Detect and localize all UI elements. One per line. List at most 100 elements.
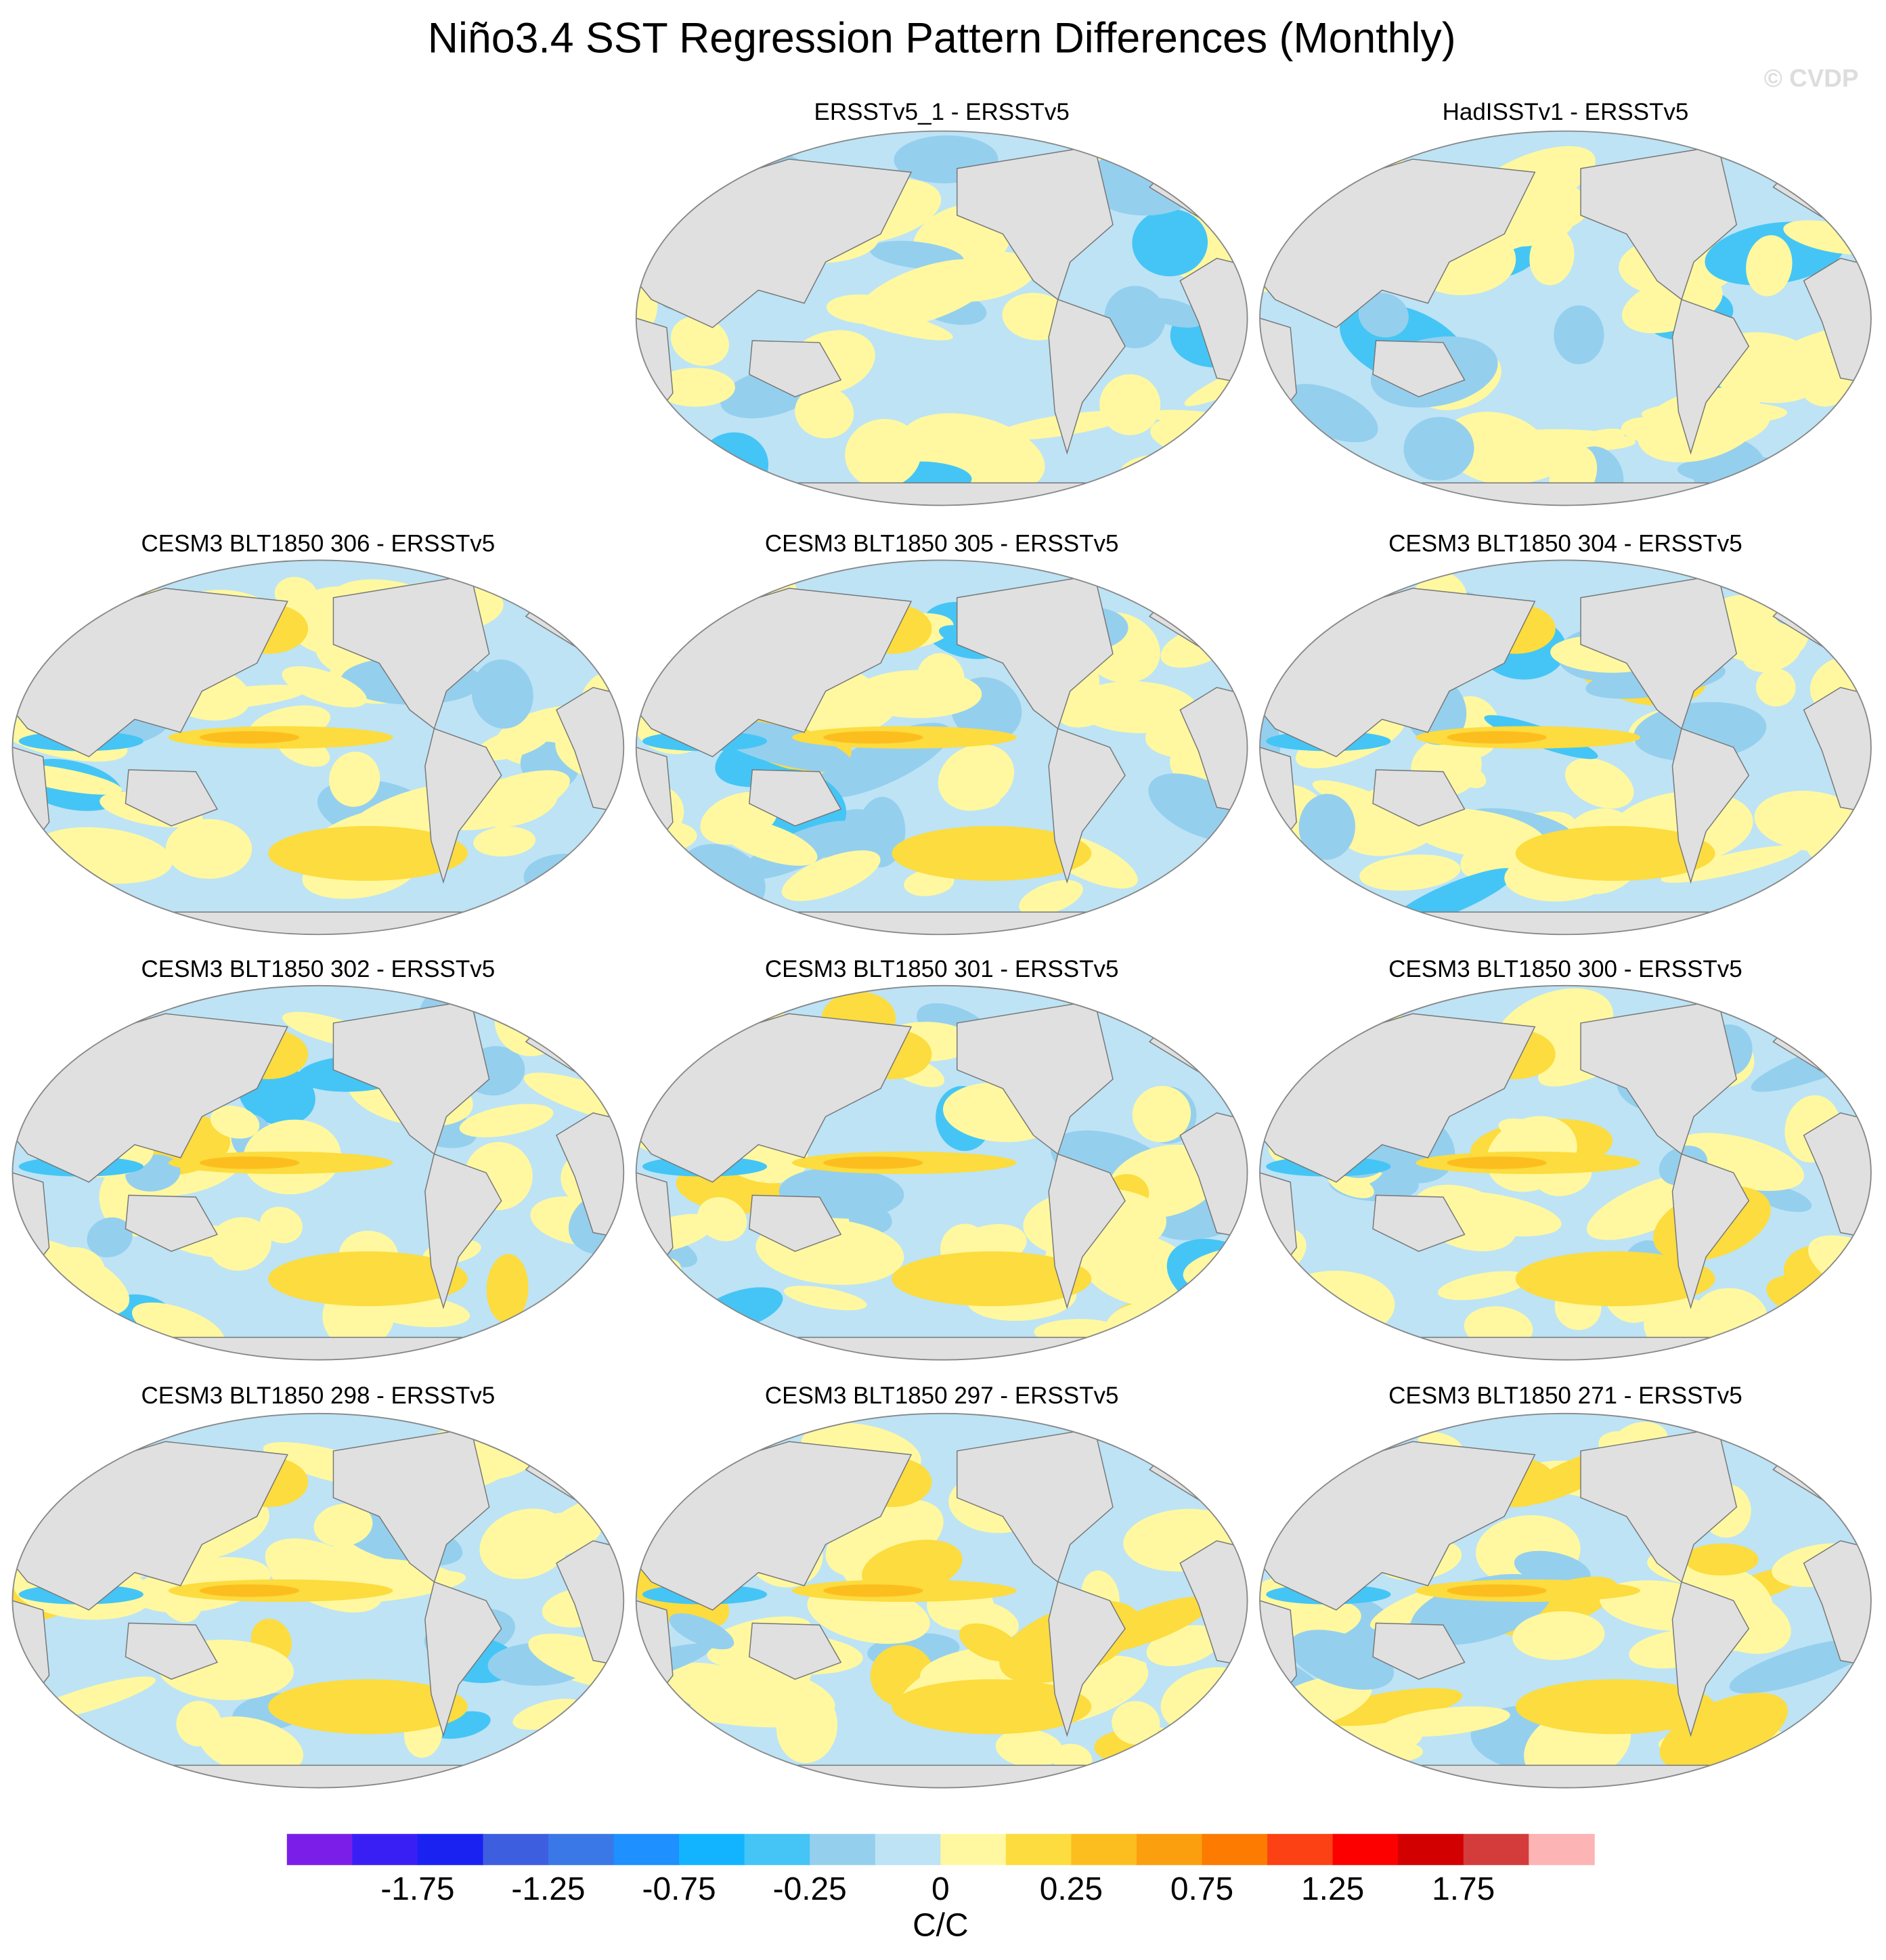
land: [636, 1172, 674, 1277]
anomaly: [313, 1503, 373, 1547]
anomaly: [199, 1156, 300, 1169]
land: [1048, 299, 1126, 455]
panel-title: CESM3 BLT1850 304 - ERSSTv5: [1388, 531, 1742, 557]
colorbar-box: [810, 1833, 876, 1865]
anomaly: [669, 1613, 734, 1650]
map-border: [635, 559, 1248, 936]
map-border: [1259, 1412, 1872, 1789]
anomaly: [1512, 1611, 1605, 1660]
land: [748, 340, 842, 397]
anomaly: [1288, 1630, 1395, 1690]
land: [1260, 1600, 1297, 1705]
colorbar-tick-label: -0.75: [642, 1871, 716, 1907]
colorbar-box: [1398, 1833, 1464, 1865]
anomaly: [259, 1206, 303, 1244]
map-border: [1259, 984, 1872, 1361]
map-border: [635, 1412, 1248, 1789]
map: [636, 131, 1248, 506]
land: [1179, 1540, 1248, 1667]
colorbar-box: [417, 1833, 484, 1865]
anomaly: [528, 1633, 624, 1690]
land: [636, 1764, 1248, 1788]
land: [12, 911, 624, 935]
anomaly: [1382, 1706, 1510, 1737]
land: [1372, 769, 1466, 827]
panel-title: CESM3 BLT1850 301 - ERSSTv5: [765, 956, 1119, 982]
anomaly: [1621, 417, 1678, 443]
land: [1260, 1336, 1871, 1360]
anomaly: [209, 1217, 271, 1271]
colorbar-box: [1202, 1833, 1268, 1865]
land: [12, 1600, 50, 1705]
anomaly: [823, 1156, 923, 1169]
land: [636, 158, 913, 328]
anomaly: [1019, 879, 1083, 916]
colorbar-box: [1005, 1833, 1072, 1865]
map-border: [12, 984, 625, 1361]
land: [748, 1622, 842, 1680]
land: [1048, 1581, 1126, 1737]
land: [1260, 318, 1297, 422]
anomaly: [459, 1104, 554, 1137]
anomaly: [995, 1729, 1063, 1768]
land: [1260, 158, 1536, 328]
land: [636, 318, 674, 422]
anomaly: [856, 259, 995, 328]
anomaly: [1132, 209, 1208, 277]
land: [636, 1013, 913, 1183]
anomaly: [783, 1286, 867, 1311]
land: [636, 1336, 1248, 1360]
colorbar-box: [1136, 1833, 1203, 1865]
anomaly: [523, 1072, 624, 1125]
map: [12, 985, 624, 1360]
map: [12, 1413, 624, 1788]
anomaly: [709, 719, 853, 772]
anomaly: [199, 1584, 300, 1597]
colorbar-tick-label: 1.25: [1301, 1871, 1364, 1907]
anomaly: [1794, 1427, 1871, 1475]
anomaly: [1132, 1085, 1191, 1143]
colorbar-tick-label: -1.75: [380, 1871, 454, 1907]
colorbar-box: [940, 1833, 1007, 1865]
land: [1671, 728, 1750, 884]
watermark: © CVDP: [1764, 64, 1859, 92]
anomaly: [12, 879, 33, 912]
map-border: [635, 130, 1248, 506]
colorbar-box: [744, 1833, 811, 1865]
anomaly: [1742, 630, 1801, 673]
anomaly: [823, 1584, 923, 1597]
anomaly: [1407, 808, 1545, 858]
land: [1671, 1581, 1750, 1737]
land: [1372, 1622, 1466, 1680]
anomaly: [1273, 1270, 1395, 1341]
anomaly: [329, 752, 380, 807]
anomaly: [892, 1251, 1092, 1307]
colorbar-box: [286, 1833, 353, 1865]
land: [1372, 1194, 1466, 1253]
land: [748, 1194, 842, 1253]
panel-title: CESM3 BLT1850 305 - ERSSTv5: [765, 531, 1119, 557]
anomaly: [1203, 1301, 1248, 1357]
panel-title: CESM3 BLT1850 300 - ERSSTv5: [1388, 956, 1742, 982]
colorbar-box: [613, 1833, 680, 1865]
anomaly: [707, 1645, 753, 1667]
land: [1260, 1013, 1536, 1183]
land: [1260, 1764, 1871, 1788]
land: [1260, 588, 1536, 758]
anomaly: [1659, 1693, 1788, 1770]
map: [636, 985, 1248, 1360]
panel-title: CESM3 BLT1850 271 - ERSSTv5: [1388, 1382, 1742, 1409]
anomaly: [854, 670, 982, 718]
anomaly: [282, 666, 367, 707]
land: [125, 1622, 218, 1680]
anomaly: [1185, 1441, 1235, 1498]
anomaly: [87, 1217, 133, 1258]
anomaly: [655, 368, 735, 407]
colorbar-tick-label: -1.25: [511, 1871, 585, 1907]
anomaly: [577, 1437, 624, 1484]
colorbar-tick-label: 0.25: [1040, 1871, 1103, 1907]
anomaly: [1260, 448, 1328, 475]
colorbar-label: C/C: [913, 1908, 968, 1944]
anomaly: [1803, 1429, 1871, 1481]
land: [1179, 257, 1248, 385]
